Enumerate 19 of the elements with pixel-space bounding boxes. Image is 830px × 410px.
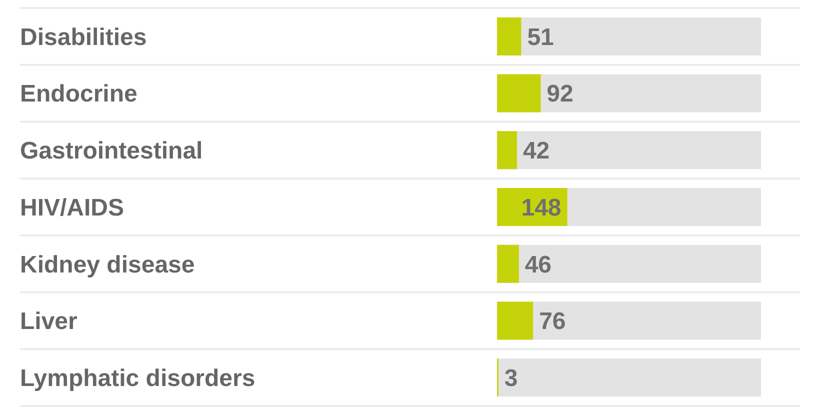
data-label: 92 (546, 80, 574, 108)
bar (497, 17, 522, 56)
y-tick-label: Liver (20, 308, 78, 336)
y-tick-label: Gastrointestinal (20, 138, 203, 165)
y-tick-label: Kidney disease (20, 251, 195, 278)
bar (497, 131, 517, 170)
y-tick-label: Disabilities (20, 24, 147, 51)
data-label: 46 (524, 251, 552, 278)
bar (497, 302, 534, 340)
data-label: 76 (539, 308, 566, 336)
data-label: 51 (527, 24, 554, 51)
y-tick-label: Lymphatic disorders (20, 364, 256, 392)
bar (497, 244, 519, 283)
data-label: 42 (522, 138, 550, 165)
y-tick-label: Endocrine (20, 80, 138, 108)
y-tick-label: HIV/AIDS (20, 194, 124, 222)
data-label: 148 (521, 194, 562, 222)
data-label: 3 (504, 364, 518, 392)
bar (497, 74, 541, 112)
